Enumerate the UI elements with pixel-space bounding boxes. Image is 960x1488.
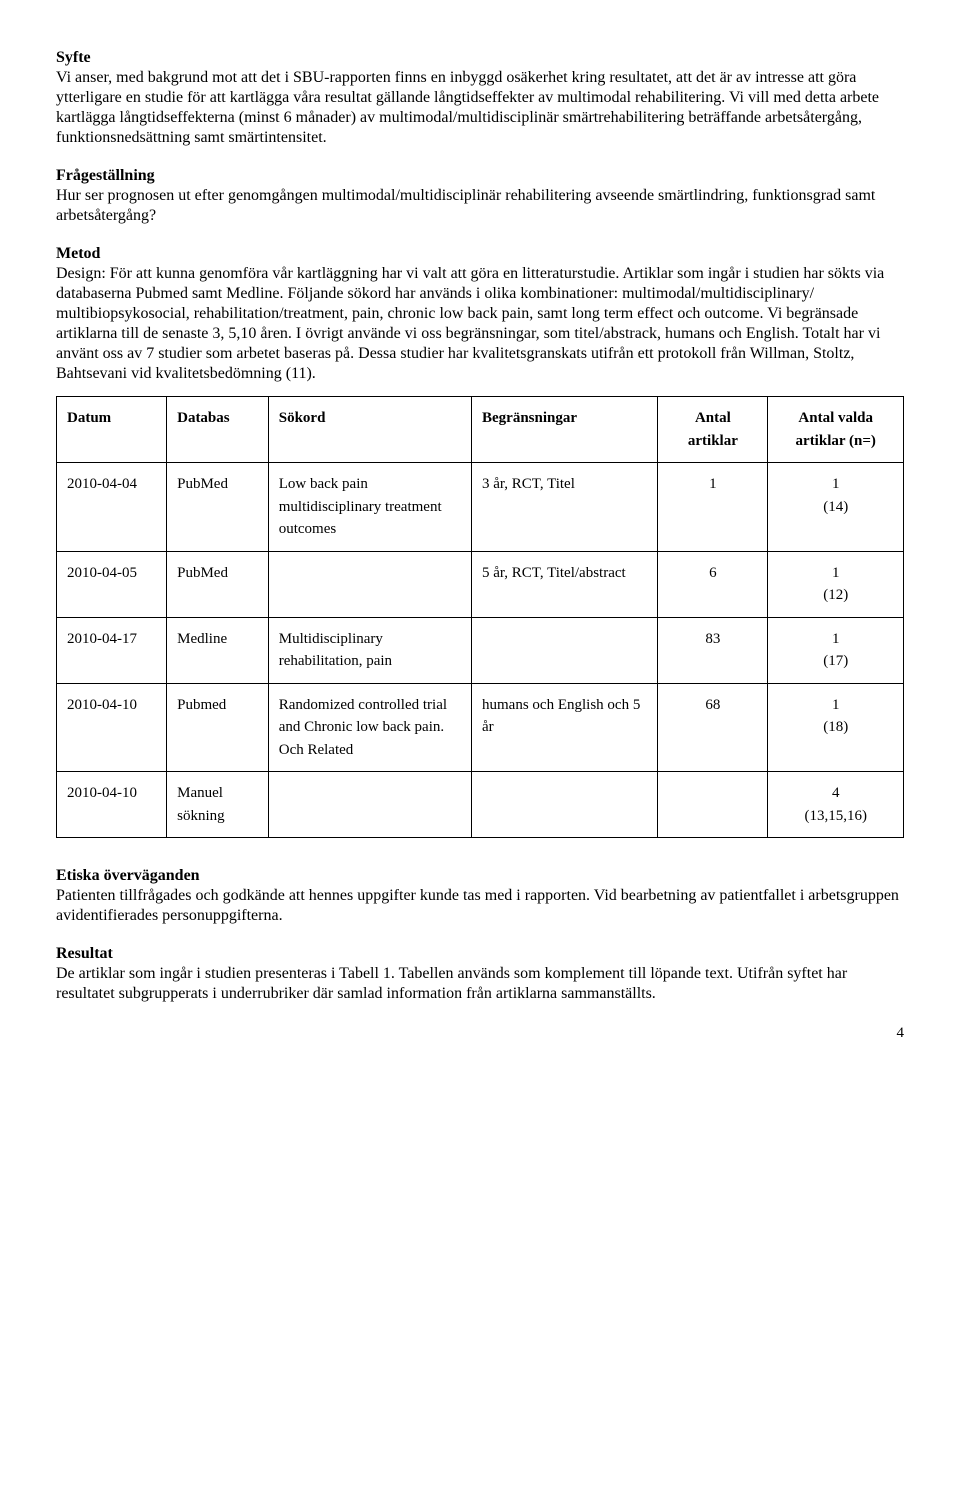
table-cell: 2010-04-05 [57,551,167,617]
table-row: 2010-04-17MedlineMultidisciplinary rehab… [57,617,904,683]
table-cell: 1 [658,463,768,552]
resultat-paragraph: Resultat De artiklar som ingår i studien… [56,944,904,1004]
table-cell [268,772,471,838]
table-cell: Pubmed [167,683,269,772]
table-cell: 1(14) [768,463,904,552]
etiska-heading: Etiska överväganden [56,867,200,884]
table-cell: 6 [658,551,768,617]
table-cell: Randomized controlled trial and Chronic … [268,683,471,772]
table-cell: 3 år, RCT, Titel [472,463,658,552]
table-cell: 2010-04-17 [57,617,167,683]
table-header-row: Datum Databas Sökord Begränsningar Antal… [57,397,904,463]
etiska-paragraph: Etiska överväganden Patienten tillfrågad… [56,866,904,926]
fragestallning-heading: Frågeställning [56,167,155,184]
table-cell: 2010-04-10 [57,683,167,772]
th-databas: Databas [167,397,269,463]
table-cell: 1(18) [768,683,904,772]
table-cell: Low back pain multidisciplinary treatmen… [268,463,471,552]
table-cell: Manuel sökning [167,772,269,838]
th-datum: Datum [57,397,167,463]
th-sokord: Sökord [268,397,471,463]
th-antal-l2: artiklar [688,433,738,449]
table-cell [658,772,768,838]
table-cell: Multidisciplinary rehabilitation, pain [268,617,471,683]
table-cell: humans och English och 5 år [472,683,658,772]
fragestallning-paragraph: Frågeställning Hur ser prognosen ut efte… [56,166,904,226]
syfte-paragraph: Syfte Vi anser, med bakgrund mot att det… [56,48,904,148]
table-cell [268,551,471,617]
metod-paragraph: Metod Design: För att kunna genomföra vå… [56,244,904,384]
th-begransningar: Begränsningar [472,397,658,463]
th-antal-l1: Antal [695,410,731,426]
table-cell: 2010-04-04 [57,463,167,552]
table-cell: 83 [658,617,768,683]
metod-heading: Metod [56,245,100,262]
resultat-heading: Resultat [56,945,113,962]
table-cell [472,772,658,838]
th-antal: Antal artiklar [658,397,768,463]
fragestallning-body: Hur ser prognosen ut efter genomgången m… [56,187,875,224]
table-cell: PubMed [167,551,269,617]
table-row: 2010-04-10Manuel sökning 4(13,15,16) [57,772,904,838]
table-cell: 4(13,15,16) [768,772,904,838]
table-row: 2010-04-10PubmedRandomized controlled tr… [57,683,904,772]
table-cell: 2010-04-10 [57,772,167,838]
etiska-body: Patienten tillfrågades och godkände att … [56,887,899,924]
table-cell: 5 år, RCT, Titel/abstract [472,551,658,617]
table-cell: 1(12) [768,551,904,617]
table-cell: PubMed [167,463,269,552]
resultat-body: De artiklar som ingår i studien presente… [56,965,847,1002]
table-cell: Medline [167,617,269,683]
table-body: 2010-04-04PubMedLow back pain multidisci… [57,463,904,838]
table-cell: 68 [658,683,768,772]
page-number: 4 [56,1024,904,1043]
table-cell [472,617,658,683]
search-table: Datum Databas Sökord Begränsningar Antal… [56,396,904,838]
table-row: 2010-04-04PubMedLow back pain multidisci… [57,463,904,552]
th-valda: Antal valda artiklar (n=) [768,397,904,463]
syfte-heading: Syfte [56,49,91,66]
syfte-body: Vi anser, med bakgrund mot att det i SBU… [56,69,879,146]
metod-body: Design: För att kunna genomföra vår kart… [56,265,884,382]
th-valda-l1: Antal valda [798,410,873,426]
table-row: 2010-04-05PubMed 5 år, RCT, Titel/abstrac… [57,551,904,617]
th-valda-l2: artiklar (n=) [796,433,876,449]
table-cell: 1(17) [768,617,904,683]
